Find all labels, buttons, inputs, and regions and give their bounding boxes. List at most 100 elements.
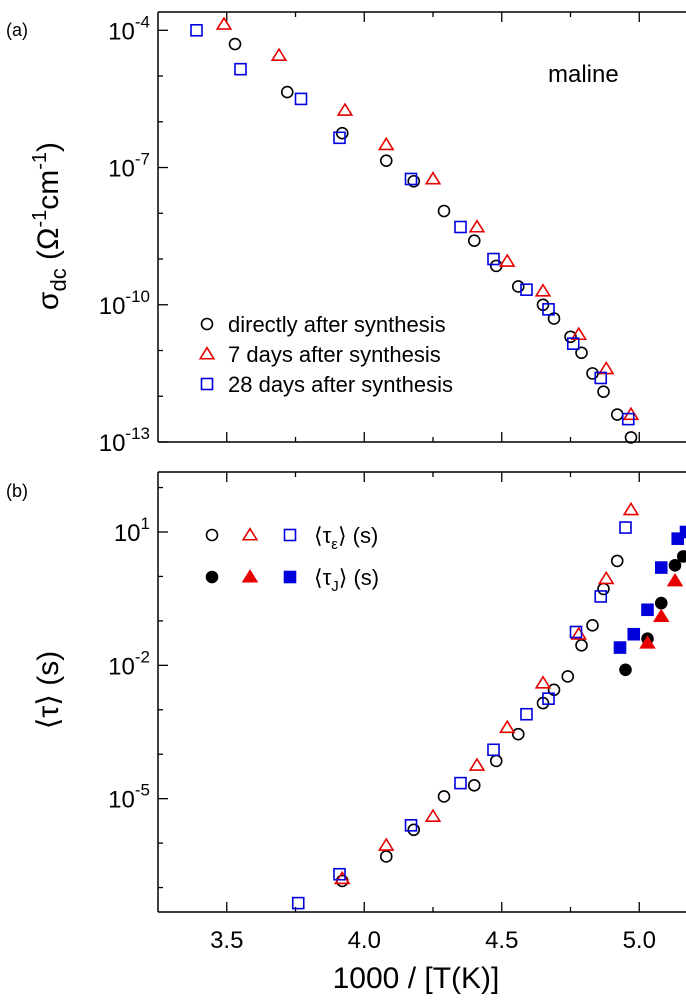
panel-a-point xyxy=(335,126,349,140)
panel-b-ylabel: ⟨τ⟩ (s) xyxy=(32,651,65,730)
panel-a-point xyxy=(624,431,638,444)
panel-a-point xyxy=(407,174,421,188)
panel-a-point xyxy=(437,204,451,218)
panel-b-point xyxy=(622,501,640,516)
panel-b-xtick-label: 3.5 xyxy=(210,927,243,954)
panel-b-legend-marker xyxy=(241,569,259,583)
panel-b-point xyxy=(487,743,500,757)
panel-b-point xyxy=(407,823,421,837)
panel-a-point xyxy=(234,62,247,76)
panel-b-point xyxy=(454,776,467,790)
panel-a-series-2 xyxy=(190,23,635,426)
panel-b-point xyxy=(679,525,686,539)
panel-b-xtick-label: 5.0 xyxy=(623,927,656,954)
panel-a-point xyxy=(520,283,533,296)
panel-b-point xyxy=(467,779,481,792)
panel-a-point xyxy=(215,16,233,30)
panel-b-point xyxy=(498,719,516,734)
panel-b-series-1 xyxy=(333,501,640,885)
panel-a-legend-marker xyxy=(198,346,216,360)
panel-b-point xyxy=(520,707,533,721)
panel-a-legend-marker xyxy=(200,317,214,331)
panel-b-series-5 xyxy=(613,525,686,654)
panel-b-point xyxy=(377,837,395,851)
panel-b-point xyxy=(597,582,610,596)
panel-b-point xyxy=(586,619,599,632)
panel-b-point xyxy=(676,550,686,563)
panel-a-legend-label: directly after synthesis xyxy=(228,312,446,337)
panel-a-point xyxy=(594,371,608,385)
panel-a-point xyxy=(336,102,354,116)
panel-a-point xyxy=(294,92,308,106)
panel-b-legend-marker xyxy=(283,570,297,584)
panel-b-series-2 xyxy=(291,521,632,910)
panel-a-point xyxy=(542,303,555,316)
panel-a-point xyxy=(467,234,481,248)
panel-b-point xyxy=(610,554,624,568)
panel-a-point xyxy=(610,408,624,421)
panel-b-point xyxy=(671,532,685,545)
panel-b-point xyxy=(489,754,503,768)
panel-a-point xyxy=(404,172,418,186)
panel-b-point xyxy=(619,521,632,534)
panel-a-point xyxy=(379,154,393,167)
panel-b-label: (b) xyxy=(6,481,28,501)
panel-b-point xyxy=(468,757,486,771)
panel-b-point xyxy=(561,670,575,683)
panel-a-point xyxy=(377,136,395,151)
panel-a-ytick-label: 10-7 xyxy=(108,150,150,183)
panel-b-legend-marker xyxy=(241,527,259,541)
panel-b-point xyxy=(379,850,393,863)
panel-b-point xyxy=(511,727,525,741)
panel-b-point xyxy=(333,867,346,881)
panel-a-ytick-label: 10-10 xyxy=(99,287,150,320)
panel-a-legend-label: 28 days after synthesis xyxy=(228,372,453,397)
panel-a-ytick-label: 10-13 xyxy=(99,424,150,457)
panel-b-point xyxy=(335,874,349,888)
panel-a-point xyxy=(511,280,525,293)
panel-b-legend: ⟨τε⟩ (s) ⟨τJ⟩ (s) xyxy=(205,523,379,595)
panel-a: 10-4 10-7 10-10 10-13 (a) maline σdc (Ω-1cm-1)… xyxy=(6,11,686,457)
panel-b-ytick-label: 10-5 xyxy=(108,781,150,814)
panel-a-point xyxy=(566,337,580,350)
panel-b-point xyxy=(534,675,552,689)
panel-a-legend-label: 7 days after synthesis xyxy=(228,342,441,367)
panel-b-point xyxy=(594,590,608,603)
panel-a-point xyxy=(498,253,516,267)
panel-b-point xyxy=(291,896,305,910)
panel-b-point xyxy=(424,808,442,822)
panel-a-point xyxy=(228,37,242,51)
panel-a-point xyxy=(333,131,346,145)
panel-b-point xyxy=(627,627,641,641)
panel-b-point xyxy=(597,570,615,585)
panel-b-series-0 xyxy=(335,554,624,888)
panel-a-point xyxy=(621,412,635,426)
panel-b-point xyxy=(668,559,682,572)
panel-a-point xyxy=(280,85,294,99)
panel-b-legend-label: ⟨τε⟩ (s) xyxy=(314,523,378,553)
panel-a-point xyxy=(468,219,486,233)
panel-b-series-4 xyxy=(639,573,684,649)
panel-b-point xyxy=(652,608,670,622)
panel-a-point xyxy=(190,23,203,37)
panel-b-xlabel: 1000 / [T(K)] xyxy=(333,962,500,995)
panel-b-legend-label: ⟨τJ⟩ (s) xyxy=(314,565,379,595)
panel-a-legend: directly after synthesis 7 days after syn… xyxy=(198,312,453,397)
panel-b-legend-marker xyxy=(205,570,219,584)
panel-a-point xyxy=(454,220,467,234)
panel-b-point xyxy=(437,790,451,803)
panel-a-series-0 xyxy=(228,37,638,444)
panel-b-point xyxy=(613,641,627,654)
panel-a-annotation: maline xyxy=(548,61,619,88)
panel-b-point xyxy=(575,639,588,652)
panel-a-point xyxy=(487,252,500,266)
panel-b-point xyxy=(654,561,668,574)
panel-b-point xyxy=(639,635,656,649)
panel-b-xtick-label: 4.5 xyxy=(485,927,518,954)
panel-a-point xyxy=(534,283,552,297)
panel-b-ytick-label: 101 xyxy=(114,514,150,547)
panel-b-point xyxy=(619,663,632,677)
panel-a-point xyxy=(424,171,442,185)
panel-a-point xyxy=(270,47,288,62)
